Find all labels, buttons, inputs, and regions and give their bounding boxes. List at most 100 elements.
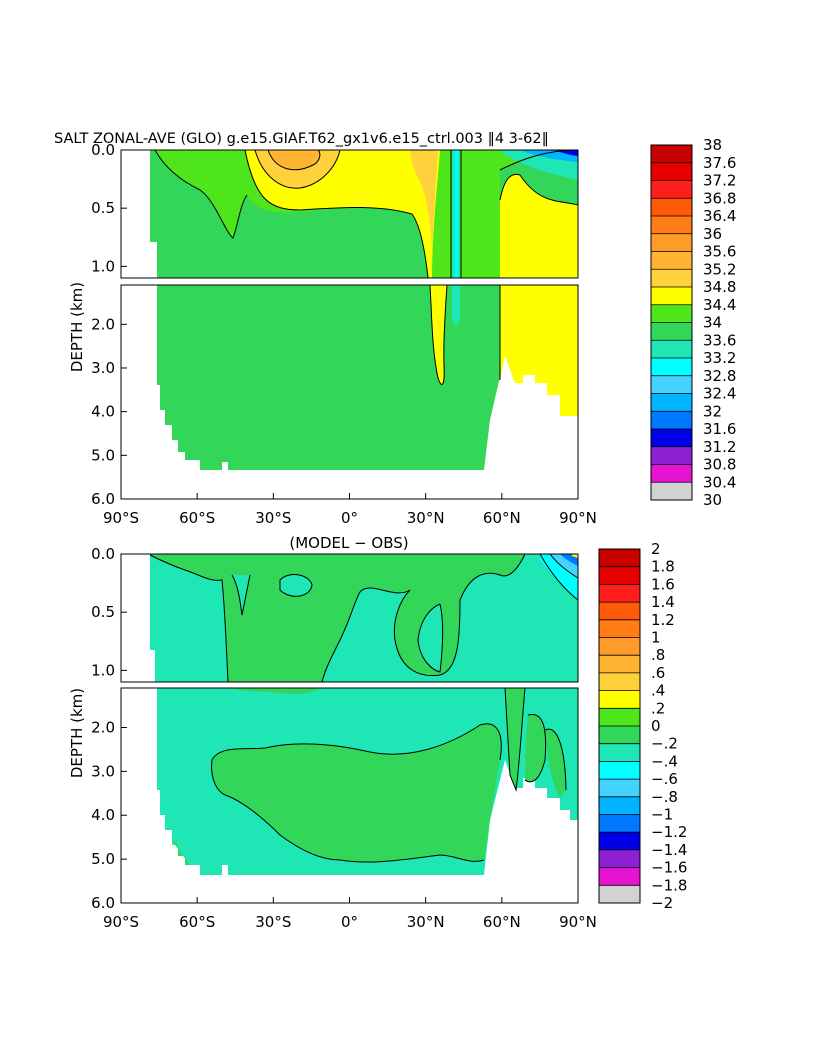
salt-colorbar-swatch — [651, 429, 692, 448]
salt-colorbar-swatch — [651, 198, 692, 217]
salt-colorbar-label: 37.6 — [703, 154, 736, 172]
diff-colorbar-swatch — [599, 602, 640, 621]
salt-colorbar-swatch — [651, 145, 692, 164]
salt-colorbar-swatch — [651, 446, 692, 465]
salt-colorbar-label: 34 — [703, 314, 722, 332]
salt-colorbar-label: 33.2 — [703, 349, 736, 367]
salt-x-ticks: 90°S 60°S 30°S 0° 30°N 60°N 90°N — [103, 493, 597, 527]
salt-green-deep — [150, 285, 578, 470]
diff-y-tick-label: 3.0 — [91, 762, 115, 780]
diff-colorbar-swatch — [599, 796, 640, 815]
salt-x-tick-label: 60°S — [179, 509, 215, 527]
salt-yellow-deep-north — [500, 285, 578, 416]
salt-colorbar-swatch — [651, 411, 692, 430]
salt-upper-field — [120, 149, 579, 279]
salt-colorbar-label: 30.4 — [703, 473, 736, 491]
diff-y-ticks: 0.0 0.5 1.0 2.0 3.0 4.0 5.0 6.0 — [91, 545, 127, 912]
diff-colorbar-label: −.2 — [651, 735, 678, 753]
diff-colorbar-swatch — [599, 690, 640, 709]
diff-colorbar-swatch — [599, 637, 640, 656]
diff-x-tick-label: 0° — [341, 913, 358, 931]
salt-y-tick-label: 6.0 — [91, 490, 115, 508]
salt-colorbar-label: 38 — [703, 136, 722, 154]
salt-orange-region — [268, 150, 320, 170]
salt-axes: 90°S 60°S 30°S 0° 30°N 60°N 90°N 0.0 0.5 1.0 2.0 3… — [68, 141, 597, 527]
salt-x-tick-label: 0° — [341, 509, 358, 527]
diff-colorbar-swatch — [599, 849, 640, 869]
salt-colorbar-swatch — [651, 464, 692, 483]
salt-colorbar-label: 36.4 — [703, 207, 736, 225]
diff-colorbar-label: 0 — [651, 717, 661, 735]
diff-colorbar-label: −.8 — [651, 788, 678, 806]
salt-colorbar-swatch — [651, 340, 692, 359]
diff-colorbar-swatch — [599, 885, 640, 904]
diff-colorbar-swatch — [599, 867, 640, 886]
salt-colorbar: 3837.637.236.836.43635.635.234.834.43433… — [650, 136, 736, 509]
salt-y-tick-label: 5.0 — [91, 446, 115, 464]
diff-panel: (MODEL − OBS) — [68, 534, 687, 931]
salt-x-tick-label: 90°S — [103, 509, 139, 527]
diff-colorbar-label: −1.6 — [651, 859, 687, 877]
diff-yellow-north — [572, 554, 578, 558]
salt-colorbar-label: 30.8 — [703, 456, 736, 474]
salt-colorbar-label: 30 — [703, 491, 722, 509]
diff-x-tick-label: 30°S — [255, 913, 291, 931]
salt-colorbar-label: 31.6 — [703, 420, 736, 438]
diff-colorbar-label: 1.2 — [651, 611, 675, 629]
salt-colorbar-swatch — [651, 322, 692, 341]
salt-colorbar-label: 35.6 — [703, 243, 736, 261]
diff-cyangreen-patch — [280, 574, 312, 597]
salt-y-tick-label: 4.0 — [91, 403, 115, 421]
diff-colorbar-label: .4 — [651, 682, 665, 700]
salt-ylabel: DEPTH (km) — [68, 282, 86, 372]
diff-colorbar-swatch — [599, 761, 640, 780]
salt-colorbar-swatch — [651, 233, 692, 252]
diff-colorbar-label: .6 — [651, 664, 665, 682]
salt-y-tick-label: 3.0 — [91, 359, 115, 377]
salt-x-tick-label: 30°S — [255, 509, 291, 527]
diff-colorbar-label: −.6 — [651, 770, 678, 788]
salt-colorbar-label: 34.8 — [703, 278, 736, 296]
salt-gold-patch — [410, 150, 438, 245]
salt-colorbar-label: 34.4 — [703, 296, 736, 314]
diff-y-tick-label: 0.5 — [91, 603, 115, 621]
salt-panel-title: SALT ZONAL-AVE (GLO) g.e15.GIAF.T62_gx1v… — [54, 131, 549, 147]
salt-y-tick-label: 0.5 — [91, 199, 115, 217]
salt-y-tick-label: 1.0 — [91, 257, 115, 275]
diff-cyangreen-patch3 — [418, 604, 443, 672]
salt-y-tick-label: 2.0 — [91, 315, 115, 333]
diff-colorbar-label: 1.6 — [651, 575, 675, 593]
diff-green-top-strip — [230, 688, 320, 694]
diff-colorbar-swatch — [599, 672, 640, 692]
diff-lower-field — [120, 687, 579, 904]
diff-colorbar-swatch — [599, 708, 640, 727]
diff-ylabel: DEPTH (km) — [68, 688, 86, 778]
salt-x-tick-label: 30°N — [407, 509, 445, 527]
diff-colorbar-label: .2 — [651, 699, 665, 717]
diff-x-tick-label: 90°S — [103, 913, 139, 931]
diff-colorbar-swatch — [599, 814, 640, 833]
salt-colorbar-swatch — [651, 393, 692, 412]
salt-colorbar-swatch — [651, 375, 692, 394]
diff-blue-north — [560, 554, 578, 566]
salt-colorbar-label: 32.8 — [703, 367, 736, 385]
salt-colorbar-swatch — [651, 251, 692, 270]
salt-colorbar-label: 32.4 — [703, 385, 736, 403]
diff-colorbar-label: .8 — [651, 646, 665, 664]
salt-colorbar-swatch — [651, 482, 692, 501]
diff-colorbar-label: −1.2 — [651, 823, 687, 841]
salt-cyangreen-deep — [452, 285, 460, 325]
salt-y-tick-label: 0.0 — [91, 141, 115, 159]
diff-x-tick-label: 90°N — [559, 913, 597, 931]
diff-green-north-sliver — [505, 688, 525, 790]
diff-y-tick-label: 1.0 — [91, 661, 115, 679]
diff-colorbar-label: 2 — [651, 540, 661, 558]
diff-colorbar-label: −1.4 — [651, 841, 687, 859]
salt-colorbar-label: 36.8 — [703, 189, 736, 207]
salt-lower-field — [120, 284, 579, 500]
diff-colorbar-label: 1.4 — [651, 593, 675, 611]
diff-x-tick-label: 30°N — [407, 913, 445, 931]
diff-upper-field — [120, 553, 579, 683]
diff-colorbar-swatch — [599, 743, 640, 762]
